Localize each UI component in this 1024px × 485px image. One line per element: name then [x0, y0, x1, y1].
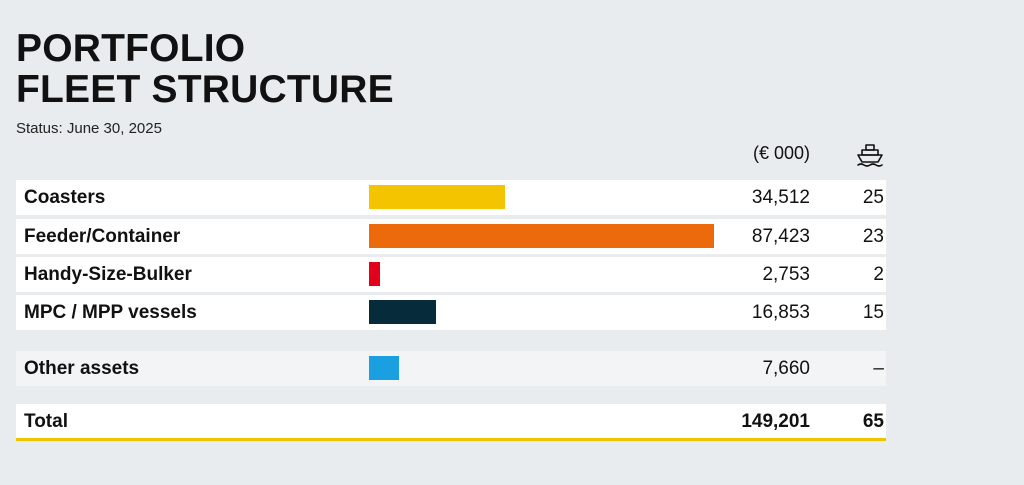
total-value: 149,201 — [741, 410, 810, 432]
count-label: 23 — [862, 225, 884, 247]
title-line-2: FLEET STRUCTURE — [16, 68, 394, 111]
value-label: 34,512 — [751, 186, 810, 208]
bar — [369, 185, 506, 209]
page-title: PORTFOLIO FLEET STRUCTURE — [16, 28, 394, 110]
table-row: Handy-Size-Bulker 2,753 2 — [16, 257, 886, 292]
status-date: Status: June 30, 2025 — [16, 120, 162, 137]
total-count: 65 — [862, 410, 884, 432]
total-underline — [16, 438, 886, 441]
value-label: 16,853 — [751, 301, 810, 323]
category-label: Coasters — [24, 186, 106, 208]
ship-icon — [855, 143, 885, 167]
bar — [369, 356, 400, 380]
bar — [369, 262, 380, 286]
table-row: Other assets 7,660 – — [16, 351, 886, 386]
count-label: 25 — [862, 186, 884, 208]
value-label: 87,423 — [751, 225, 810, 247]
value-label: 7,660 — [762, 357, 810, 379]
bar — [369, 300, 436, 324]
total-row: Total 149,201 65 — [16, 404, 886, 439]
unit-header: (€ 000) — [752, 143, 810, 163]
table-row: Feeder/Container 87,423 23 — [16, 219, 886, 254]
title-line-1: PORTFOLIO — [16, 27, 246, 70]
category-label: MPC / MPP vessels — [24, 301, 197, 323]
category-label: Feeder/Container — [24, 225, 181, 247]
value-label: 2,753 — [762, 263, 810, 285]
count-label: 2 — [873, 263, 884, 285]
category-label: Handy-Size-Bulker — [24, 263, 192, 285]
table-row: MPC / MPP vessels 16,853 15 — [16, 295, 886, 330]
category-label: Other assets — [24, 357, 140, 379]
total-label: Total — [24, 410, 68, 432]
table-row: Coasters 34,512 25 — [16, 180, 886, 215]
count-label: – — [873, 357, 884, 379]
bar — [369, 224, 714, 248]
count-label: 15 — [862, 301, 884, 323]
